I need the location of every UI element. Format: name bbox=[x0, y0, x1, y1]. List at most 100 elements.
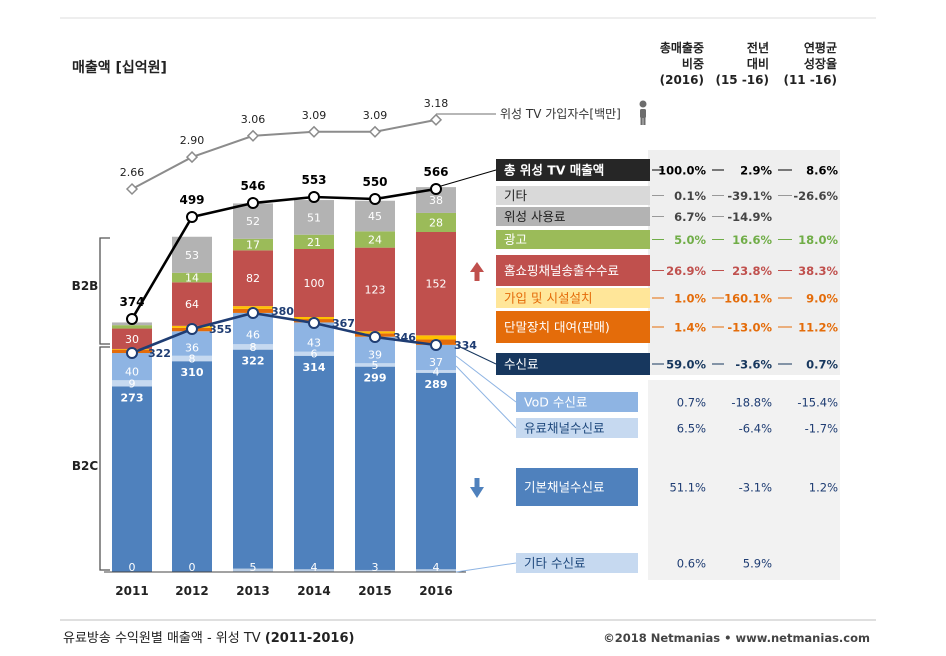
segment-label-channel-2014: 6 bbox=[311, 348, 318, 361]
b2b-label: B2B bbox=[72, 279, 99, 293]
table-cagr-join_fee: 9.0% bbox=[806, 292, 838, 306]
bar-base_fee-2011 bbox=[112, 386, 152, 572]
legend-box-other bbox=[496, 186, 650, 205]
segment-label-channel-2016: 4 bbox=[433, 365, 440, 378]
column-header-cagr: 연평균 성장율 (11 -16) bbox=[783, 40, 837, 87]
table-yoy-total: 2.9% bbox=[740, 164, 772, 178]
segment-label-base_fee-2013: 322 bbox=[242, 355, 265, 368]
bar-ad-2011 bbox=[112, 325, 152, 329]
subscriber-label-2011: 2.66 bbox=[120, 166, 145, 179]
segment-label-shopping-2014: 100 bbox=[304, 277, 325, 290]
col-yoy-line1: 전년 bbox=[747, 40, 769, 55]
bar-ad-2016 bbox=[416, 212, 456, 232]
segment-label-sat_usage-2016: 38 bbox=[429, 194, 443, 207]
subscriber-label-2013: 3.06 bbox=[241, 113, 266, 126]
subscription-label-2015: 346 bbox=[393, 331, 416, 344]
total-label-2013: 546 bbox=[240, 179, 265, 193]
bar-shopping-2015 bbox=[355, 247, 395, 332]
legend-box-shopping bbox=[496, 255, 650, 286]
segment-label-base_fee-2014: 314 bbox=[303, 361, 326, 374]
table-yoy-ad: 16.6% bbox=[732, 233, 772, 247]
col-share-line2: 비중 bbox=[682, 56, 704, 71]
bar-shopping-2013 bbox=[233, 250, 273, 307]
table-share-etc_fee: 0.6% bbox=[677, 557, 706, 571]
subscriber-marker-2011 bbox=[125, 182, 139, 196]
total-line bbox=[130, 187, 437, 320]
table-cagr-ad: 18.0% bbox=[798, 233, 838, 247]
subscriber-label-2012: 2.90 bbox=[180, 134, 205, 147]
segment-label-ad-2013: 17 bbox=[246, 239, 260, 252]
b2b-bracket bbox=[99, 237, 110, 345]
col-share-line1: 총매출중 bbox=[660, 40, 704, 55]
bar-base_fee-2013 bbox=[233, 349, 273, 569]
legend-label-subscription: 수신료 bbox=[504, 357, 539, 372]
total-label-2014: 553 bbox=[301, 173, 326, 187]
col-yoy-line3: (15 -16) bbox=[715, 73, 769, 87]
segment-label-channel-2011: 9 bbox=[129, 377, 136, 390]
bar-join_fee-2016 bbox=[416, 335, 456, 340]
table-cagr-subscription: 0.7% bbox=[806, 358, 838, 372]
col-share-line3: (2016) bbox=[660, 73, 704, 87]
total-marker-2013 bbox=[247, 197, 259, 209]
arrow-down-icon bbox=[470, 478, 484, 498]
subscription-label-2016: 334 bbox=[454, 339, 477, 352]
table-share-base_fee: 51.1% bbox=[669, 481, 706, 495]
segment-label-ad-2014: 21 bbox=[307, 236, 321, 249]
legend-box-etc_fee bbox=[516, 553, 638, 573]
table-share-device_rental: 1.4% bbox=[674, 321, 706, 335]
segment-label-ad-2012: 14 bbox=[185, 272, 199, 285]
bar-etc_fee-2013 bbox=[233, 568, 273, 572]
column-header-share: 총매출중 비중 (2016) bbox=[660, 40, 704, 87]
bar-shopping-2016 bbox=[416, 232, 456, 336]
table-share-channel: 6.5% bbox=[677, 422, 706, 436]
table-cagr-channel: -1.7% bbox=[805, 422, 838, 436]
segment-label-vod-2016: 37 bbox=[429, 356, 443, 369]
subscription-line bbox=[131, 311, 437, 355]
legend-label-channel: 유료채널수신료 bbox=[524, 421, 605, 436]
table-yoy-etc_fee: 5.9% bbox=[743, 557, 772, 571]
connector-total bbox=[440, 169, 497, 187]
legend-box-total bbox=[496, 159, 650, 181]
connector-vod bbox=[455, 355, 517, 403]
legend-label-device_rental: 단말장치 대여(판매) bbox=[504, 320, 610, 335]
segment-label-vod-2011: 40 bbox=[125, 365, 139, 378]
table-cagr-vod: -15.4% bbox=[797, 396, 838, 410]
subscriber-marker-2013 bbox=[246, 129, 260, 142]
segment-label-ad-2015: 24 bbox=[368, 233, 382, 246]
subscription-marker-2013 bbox=[247, 307, 259, 319]
bar-etc_fee-2015 bbox=[355, 569, 395, 572]
table-cagr-base_fee: 1.2% bbox=[809, 481, 838, 495]
legend-label-etc_fee: 기타 수신료 bbox=[524, 556, 585, 571]
total-marker-2014 bbox=[308, 191, 320, 203]
subscription-marker-2011 bbox=[126, 347, 138, 359]
legend-box-channel bbox=[516, 418, 638, 438]
connector-etc_fee bbox=[455, 562, 517, 573]
table-yoy-device_rental: -13.0% bbox=[727, 321, 772, 335]
b2c-label: B2C bbox=[72, 459, 98, 473]
table-yoy-join_fee: 160.1% bbox=[724, 292, 772, 306]
segment-label-vod-2015: 39 bbox=[368, 349, 382, 362]
column-header-yoy: 전년 대비 (15 -16) bbox=[715, 40, 769, 87]
segment-label-channel-2013: 8 bbox=[250, 341, 257, 354]
subscription-label-2013: 380 bbox=[271, 305, 294, 318]
subscriber-label-2015: 3.09 bbox=[363, 109, 388, 122]
total-label-2012: 499 bbox=[179, 193, 204, 207]
segment-label-shopping-2013: 82 bbox=[246, 272, 260, 285]
table-share-vod: 0.7% bbox=[677, 396, 706, 410]
table-share-total: 100.0% bbox=[658, 164, 706, 178]
side-panel-lower bbox=[648, 380, 840, 580]
segment-label-channel-2015: 5 bbox=[372, 359, 379, 372]
bar-ad-2014 bbox=[294, 234, 334, 249]
legend-label-base_fee: 기본채널수신료 bbox=[524, 480, 605, 495]
connector-subscription bbox=[457, 345, 497, 365]
bar-ad-2013 bbox=[233, 238, 273, 251]
segment-label-sat_usage-2013: 52 bbox=[246, 215, 260, 228]
total-marker-2015 bbox=[369, 193, 381, 205]
bar-channel-2014 bbox=[294, 351, 334, 356]
subscription-label-2014: 367 bbox=[332, 317, 355, 330]
total-marker-2011 bbox=[126, 313, 138, 325]
x-tick-2014: 2014 bbox=[297, 584, 330, 598]
table-values: 100.0% 2.9% 8.6% 0.1% -39.1% -26.6% 6.7% -14.9%… bbox=[652, 164, 838, 571]
segment-label-etc_fee-2015: 3 bbox=[372, 561, 379, 574]
segment-label-etc_fee-2016: 4 bbox=[433, 561, 440, 574]
